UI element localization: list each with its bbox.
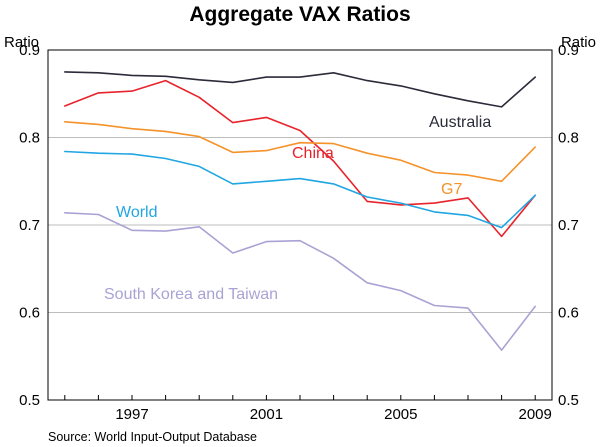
y-tick-label-right: 0.6 xyxy=(558,305,579,322)
series-line-china xyxy=(64,79,537,238)
y-tick-label-left: 0.9 xyxy=(19,42,40,59)
y-tick-label-right: 0.9 xyxy=(558,42,579,59)
chart-title: Aggregate VAX Ratios xyxy=(189,3,410,26)
series-lines xyxy=(64,71,537,351)
series-labels: Australia China G7 World South Korea and Tai… xyxy=(104,114,491,303)
x-tick-label: 2009 xyxy=(519,406,552,423)
series-label-china: China xyxy=(292,145,334,162)
y-tick-label-right: 0.7 xyxy=(558,217,579,234)
y-tick-label-left: 0.7 xyxy=(19,217,40,234)
y-tick-label-left: 0.5 xyxy=(19,392,40,409)
series-line-g7 xyxy=(64,121,537,183)
source-note: Source: World Input-Output Database xyxy=(48,430,257,444)
series-line-world xyxy=(64,150,537,229)
series-label-g7: G7 xyxy=(441,181,462,198)
series-line-australia xyxy=(64,71,537,108)
series-line-south-korea-and-taiwan xyxy=(64,212,537,351)
y-axis-label-left: Ratio xyxy=(4,34,39,51)
x-tick-label: 1997 xyxy=(115,406,148,423)
x-tick-label: 2005 xyxy=(384,406,417,423)
y-axis-label-right: Ratio xyxy=(561,34,596,51)
gridlines xyxy=(48,137,552,313)
y-tick-label-left: 0.8 xyxy=(19,130,40,147)
series-label-australia: Australia xyxy=(429,114,491,131)
y-tick-label-right: 0.5 xyxy=(558,392,579,409)
axis-ticks: 0.9 0.9 0.8 0.8 0.7 0.7 0.6 0.6 0.5 0.5 1997 2001 20… xyxy=(19,42,579,423)
x-tick-label: 2001 xyxy=(250,406,283,423)
series-label-south-korea-and-taiwan: South Korea and Taiwan xyxy=(104,286,278,303)
series-label-world: World xyxy=(116,204,158,221)
y-tick-label-right: 0.8 xyxy=(558,130,579,147)
y-tick-label-left: 0.6 xyxy=(19,305,40,322)
